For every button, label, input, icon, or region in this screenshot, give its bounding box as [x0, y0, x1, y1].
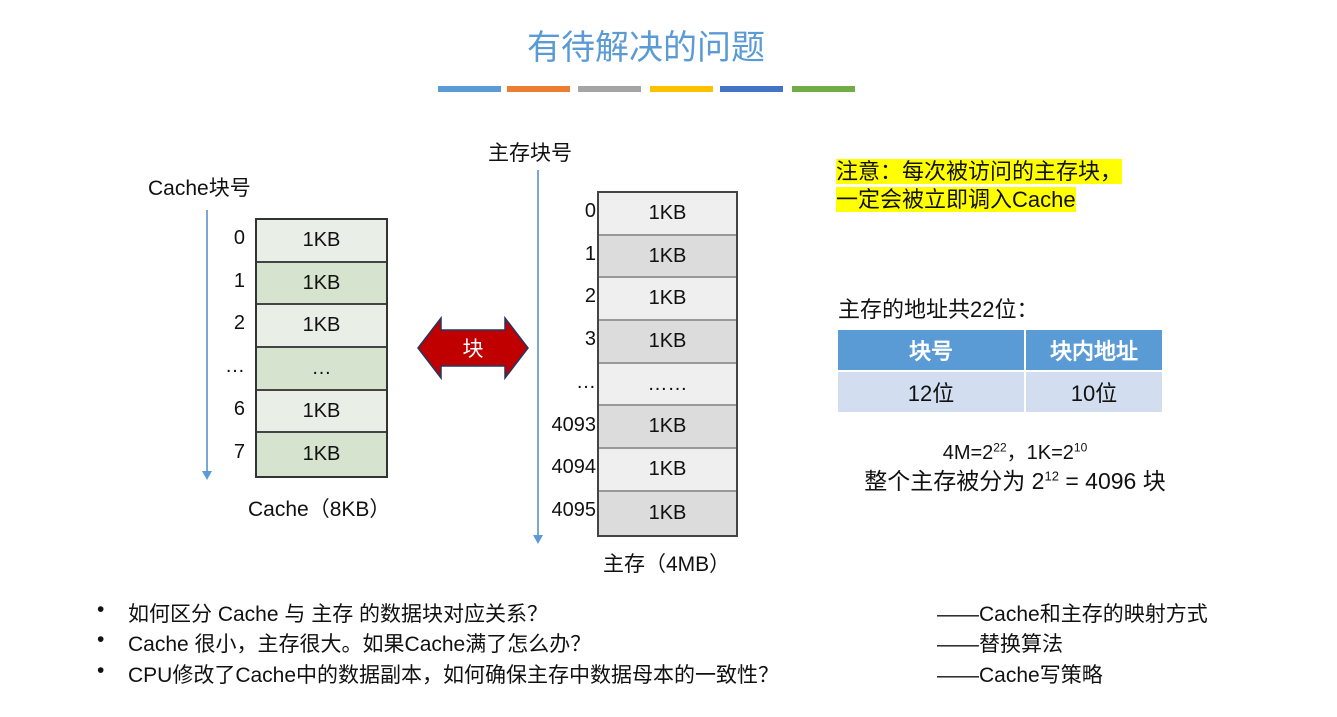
bullet-item: • 如何区分 Cache 与 主存 的数据块对应关系？ [97, 598, 548, 626]
block-number: … [576, 370, 596, 393]
block-cell: 1KB [599, 449, 736, 492]
block-number: 0 [584, 200, 596, 222]
block-cell: 1KB [599, 491, 736, 535]
block-number: 3 [584, 328, 596, 351]
f: 4M=2 [942, 442, 994, 464]
exp: 12 [1044, 468, 1059, 484]
memory-caption: 主存（4MB） [603, 553, 731, 576]
highlight-note: 注意：每次被访问的主存块， 一定会被立即调入Cache [836, 158, 1123, 214]
memory-axis-label: 主存块号 [488, 142, 572, 165]
slide-title: 有待解决的问题 [527, 29, 765, 67]
block-cell: 1KB [257, 390, 386, 434]
accent-bar [720, 86, 783, 92]
block-cell: 1KB [257, 305, 386, 349]
answer: ——替换算法 [937, 633, 1063, 656]
bullet-item: • CPU修改了Cache中的数据副本，如何确保主存中数据母本的一致性？ [97, 659, 779, 687]
block-cell: 1KB [599, 406, 736, 450]
block-number: 1 [584, 242, 596, 265]
block-cell: 1KB [599, 193, 736, 236]
block-cell: … [257, 348, 386, 391]
note-line-2: 一定会被立即调入Cache [836, 187, 1076, 212]
block-transfer-arrow: 块 [417, 315, 529, 381]
header-block-number: 块号 [838, 330, 1024, 370]
block-offset-bits: 10位 [1026, 372, 1162, 412]
block-number: 1 [233, 269, 245, 292]
arrow-label: 块 [462, 338, 484, 361]
block-cell: 1KB [599, 278, 736, 322]
block-number: 2 [584, 285, 596, 308]
header-block-offset: 块内地址 [1026, 330, 1162, 370]
question: CPU修改了Cache中的数据副本，如何确保主存中数据母本的一致性？ [128, 664, 780, 687]
block-number-bits: 12位 [838, 372, 1024, 412]
exp: 10 [1073, 440, 1088, 455]
address-format-table: 块号 块内地址 12位 10位 [836, 328, 1164, 414]
accent-bar [438, 86, 501, 92]
cache-caption: Cache（8KB） [248, 498, 391, 521]
block-number: 4095 [551, 498, 597, 521]
f: 整个主存被分为 2 [864, 468, 1045, 494]
f: = 4096 块 [1058, 468, 1166, 494]
cache-axis-label: Cache块号 [148, 177, 251, 200]
address-heading: 主存的地址共22位： [838, 297, 1039, 322]
block-cell: 1KB [257, 433, 386, 477]
block-number: 2 [233, 312, 245, 335]
cache-blocks: 1KB 1KB 1KB… 1KB 1KB [255, 218, 388, 479]
accent-bar [578, 86, 641, 92]
bullet-dot: • [97, 598, 105, 621]
formula-line-2: 整个主存被分为 212 = 4096 块 [840, 462, 1190, 496]
block-number: 0 [233, 227, 245, 249]
block-cell: 1KB [257, 220, 386, 263]
block-number: 4093 [551, 413, 597, 436]
accent-bar [792, 86, 855, 92]
accent-bar [507, 86, 570, 92]
question: Cache 很小，主存很大。如果Cache满了怎么办？ [128, 633, 592, 656]
block-number: 7 [233, 440, 245, 463]
block-cell: 1KB [257, 262, 386, 306]
block-number: … [225, 355, 245, 378]
question: 如何区分 Cache 与 主存 的数据块对应关系？ [128, 603, 549, 626]
double-arrow-icon [417, 315, 529, 381]
memory-blocks: 1KB 1KB 1KB 1KB…… 1KB 1KB 1KB [597, 191, 738, 537]
block-cell: …… [599, 363, 736, 407]
bullet-item: • Cache 很小，主存很大。如果Cache满了怎么办？ [97, 628, 591, 656]
block-cell: 1KB [599, 321, 736, 364]
cache-axis-arrow [202, 210, 212, 480]
note-line-1: 注意：每次被访问的主存块， [836, 159, 1123, 184]
f: ，1K=2 [1006, 442, 1074, 464]
bullet-dot: • [97, 659, 105, 682]
block-cell: 1KB [599, 235, 736, 279]
bullet-dot: • [97, 628, 105, 651]
exp: 22 [993, 440, 1007, 455]
memory-axis-arrow [533, 170, 543, 544]
accent-bar [650, 86, 713, 92]
block-number: 4094 [551, 456, 597, 479]
answer: ——Cache写策略 [937, 664, 1103, 687]
answer: ——Cache和主存的映射方式 [937, 603, 1208, 626]
formula-line-1: 4M=222，1K=210 [850, 436, 1180, 465]
block-number: 6 [233, 397, 245, 420]
